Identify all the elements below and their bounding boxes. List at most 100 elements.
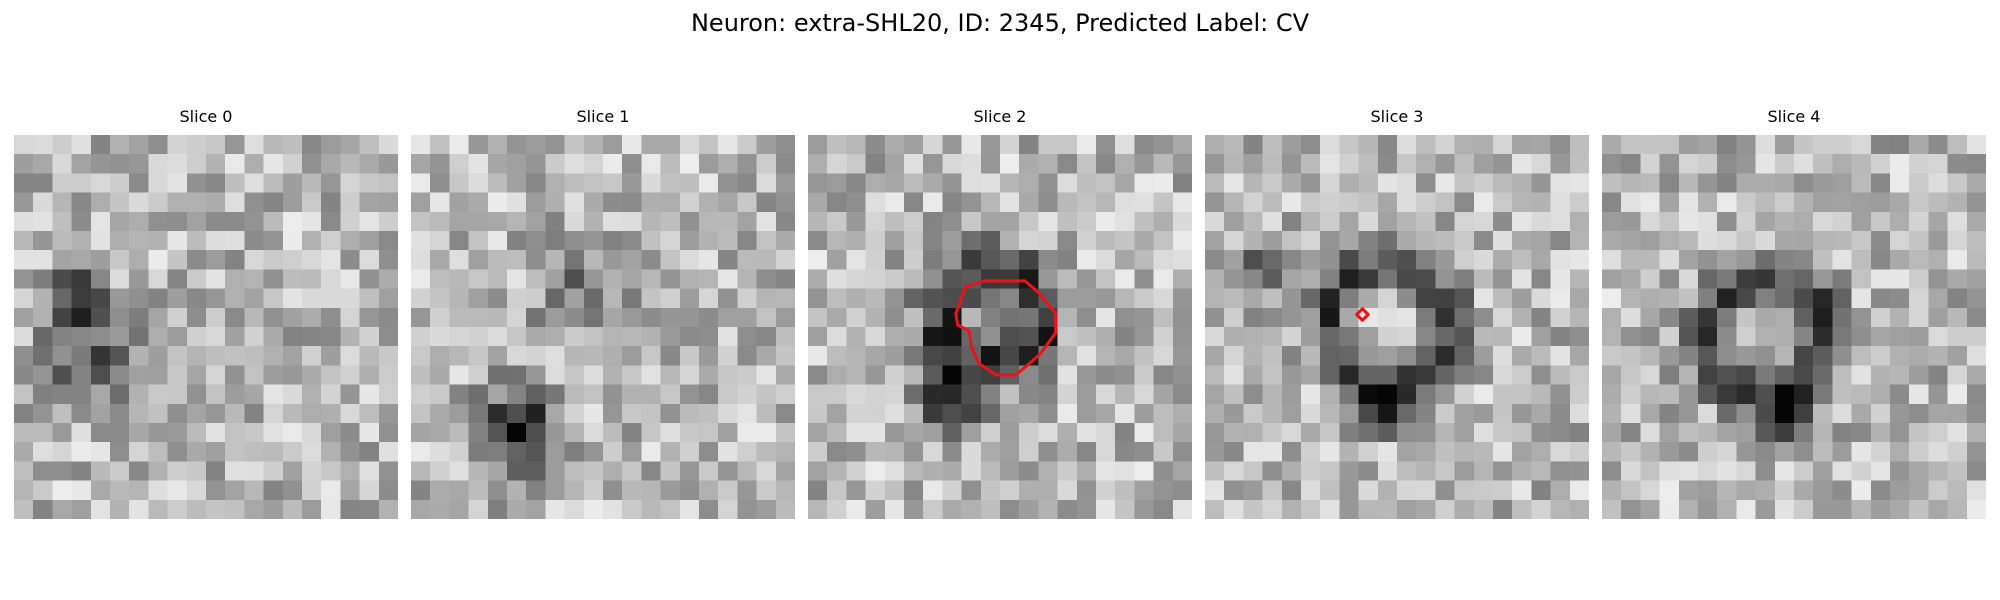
- image-pixel: [359, 135, 380, 155]
- image-pixel: [1928, 327, 1948, 347]
- image-pixel: [52, 403, 72, 424]
- image-pixel: [1339, 192, 1359, 213]
- slice-title-1: Slice 1: [576, 107, 630, 126]
- image-pixel: [1755, 211, 1776, 232]
- image-pixel: [1909, 173, 1929, 193]
- image-pixel: [1717, 288, 1737, 309]
- image-pixel: [980, 480, 1001, 501]
- image-pixel: [756, 499, 777, 519]
- image-pixel: [1262, 499, 1283, 519]
- image-pixel: [1262, 442, 1283, 462]
- image-pixel: [1832, 307, 1852, 328]
- image-pixel: [660, 442, 681, 462]
- image-pixel: [1057, 211, 1078, 232]
- image-pixel: [641, 173, 661, 193]
- image-pixel: [1096, 365, 1116, 385]
- image-pixel: [1416, 288, 1436, 309]
- image-pixel: [1569, 461, 1589, 481]
- image-pixel: [808, 154, 828, 174]
- image-pixel: [827, 211, 847, 232]
- image-pixel: [1966, 211, 1986, 232]
- image-pixel: [1243, 327, 1263, 347]
- image-pixel: [1736, 384, 1756, 405]
- image-pixel: [52, 173, 72, 193]
- image-pixel: [1531, 269, 1551, 289]
- image-pixel: [468, 327, 489, 347]
- image-pixel: [1909, 307, 1929, 328]
- image-pixel: [679, 499, 700, 519]
- image-pixel: [244, 135, 264, 155]
- image-pixel: [679, 423, 700, 443]
- image-pixel: [1531, 346, 1551, 366]
- image-pixel: [1205, 154, 1225, 174]
- image-pixel: [1870, 154, 1891, 174]
- image-pixel: [718, 442, 738, 462]
- image-pixel: [1038, 384, 1058, 405]
- image-pixel: [1928, 154, 1948, 174]
- image-pixel: [641, 250, 661, 270]
- image-pixel: [378, 307, 398, 328]
- image-pixel: [33, 384, 53, 405]
- image-pixel: [1813, 135, 1833, 155]
- image-pixel: [1870, 269, 1891, 289]
- image-pixel: [660, 269, 681, 289]
- image-pixel: [660, 423, 681, 443]
- image-pixel: [1659, 423, 1680, 443]
- image-pixel: [756, 442, 777, 462]
- image-pixel: [1000, 346, 1020, 366]
- image-pixel: [1774, 154, 1795, 174]
- image-pixel: [359, 461, 380, 481]
- image-pixel: [641, 403, 661, 424]
- image-pixel: [1473, 384, 1494, 405]
- image-pixel: [1153, 269, 1174, 289]
- image-pixel: [1640, 365, 1660, 385]
- image-pixel: [359, 192, 380, 213]
- image-pixel: [186, 231, 207, 251]
- image-pixel: [1416, 346, 1436, 366]
- image-pixel: [1531, 499, 1551, 519]
- image-pixel: [1281, 423, 1302, 443]
- image-pixel: [1057, 250, 1078, 270]
- image-pixel: [603, 499, 623, 519]
- image-pixel: [1057, 192, 1078, 213]
- image-pixel: [1057, 403, 1078, 424]
- image-pixel: [1454, 461, 1475, 481]
- image-pixel: [737, 461, 757, 481]
- image-pixel: [359, 480, 380, 501]
- image-pixel: [923, 269, 943, 289]
- image-pixel: [1851, 173, 1872, 193]
- image-pixel: [1057, 384, 1078, 405]
- image-pixel: [603, 250, 623, 270]
- image-pixel: [942, 442, 962, 462]
- image-pixel: [1832, 288, 1852, 309]
- image-pixel: [679, 346, 700, 366]
- image-pixel: [699, 327, 719, 347]
- image-pixel: [923, 461, 943, 481]
- image-pixel: [1224, 365, 1244, 385]
- image-pixel: [1377, 211, 1398, 232]
- image-pixel: [1153, 327, 1174, 347]
- image-pixel: [1966, 346, 1986, 366]
- image-pixel: [980, 288, 1001, 309]
- image-pixel: [603, 327, 623, 347]
- image-pixel: [90, 307, 111, 328]
- image-pixel: [1115, 250, 1135, 270]
- image-pixel: [1813, 442, 1833, 462]
- image-pixel: [679, 269, 700, 289]
- image-pixel: [1569, 346, 1589, 366]
- image-pixel: [1320, 365, 1340, 385]
- image-pixel: [449, 384, 469, 405]
- image-pixel: [980, 327, 1001, 347]
- image-pixel: [90, 135, 111, 155]
- image-pixel: [1038, 461, 1058, 481]
- image-pixel: [1794, 231, 1814, 251]
- image-pixel: [583, 499, 604, 519]
- image-pixel: [1755, 461, 1776, 481]
- image-pixel: [808, 250, 828, 270]
- image-pixel: [756, 384, 777, 405]
- image-pixel: [321, 250, 341, 270]
- image-pixel: [186, 135, 207, 155]
- image-pixel: [148, 211, 168, 232]
- image-pixel: [487, 480, 508, 501]
- image-pixel: [641, 442, 661, 462]
